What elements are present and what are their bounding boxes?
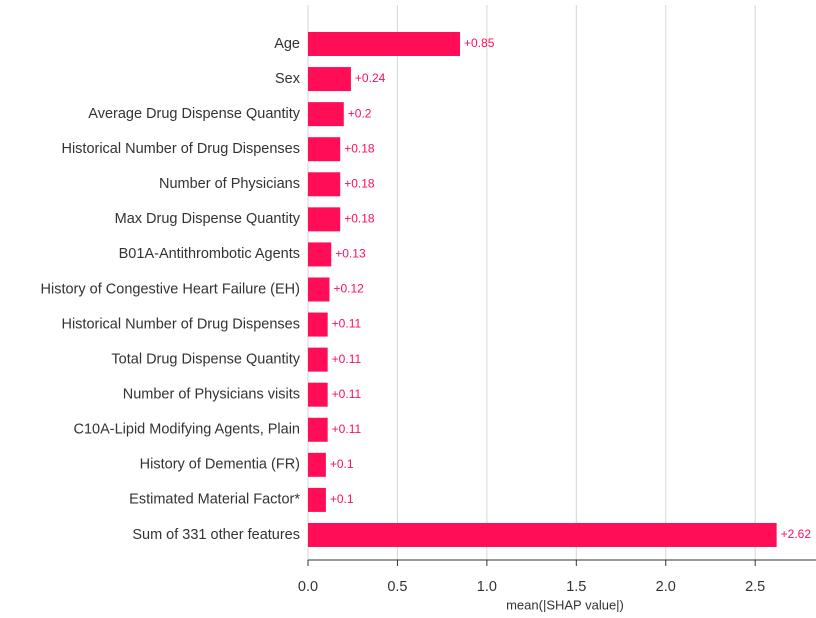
value-label: +2.62 xyxy=(781,527,812,541)
x-tick-label: 2.5 xyxy=(745,579,765,595)
y-tick-label: B01A-Antithrombotic Agents xyxy=(119,246,300,262)
value-label: +0.85 xyxy=(464,36,495,50)
value-label: +0.11 xyxy=(332,352,362,366)
x-tick-label: 1.5 xyxy=(566,579,586,595)
y-tick-label: Total Drug Dispense Quantity xyxy=(111,351,300,367)
x-tick-label: 2.0 xyxy=(656,579,676,595)
bar xyxy=(308,102,344,127)
x-tick-label: 1.0 xyxy=(477,579,497,595)
y-tick-label: Age xyxy=(274,36,300,52)
value-label: +0.24 xyxy=(355,71,386,85)
bar xyxy=(308,242,332,267)
bar xyxy=(308,137,341,162)
value-label: +0.18 xyxy=(344,212,375,226)
x-axis-label: mean(|SHAP value|) xyxy=(506,597,624,612)
bar xyxy=(308,417,328,442)
bar xyxy=(308,487,326,512)
value-label: +0.11 xyxy=(332,317,362,331)
value-label: +0.11 xyxy=(332,422,362,436)
y-tick-label: History of Dementia (FR) xyxy=(140,457,300,473)
bar xyxy=(308,312,328,337)
value-label: +0.13 xyxy=(335,247,366,261)
value-label: +0.18 xyxy=(344,141,375,155)
y-tick-label: Max Drug Dispense Quantity xyxy=(115,211,301,227)
bar xyxy=(308,32,461,56)
y-tick-label: Number of Physicians xyxy=(159,176,300,192)
y-tick-label: History of Congestive Heart Failure (EH) xyxy=(41,281,300,297)
bar xyxy=(308,67,351,92)
y-tick-label: Average Drug Dispense Quantity xyxy=(88,106,300,122)
x-tick-label: 0.0 xyxy=(298,579,318,595)
value-label: +0.2 xyxy=(348,106,372,120)
y-tick-label: Sex xyxy=(275,71,301,87)
value-label: +0.11 xyxy=(332,387,362,401)
bar xyxy=(308,452,326,477)
y-tick-label: Historical Number of Drug Dispenses xyxy=(61,316,300,332)
bar xyxy=(308,277,330,302)
bar xyxy=(308,207,341,232)
value-label: +0.1 xyxy=(330,457,354,471)
bar xyxy=(308,522,777,547)
y-tick-label: Estimated Material Factor* xyxy=(129,492,300,508)
value-label: +0.12 xyxy=(333,282,364,296)
bar xyxy=(308,347,328,372)
y-tick-label: Sum of 331 other features xyxy=(132,527,300,543)
bar xyxy=(308,382,328,407)
bar xyxy=(308,172,341,197)
y-tick-label: C10A-Lipid Modifying Agents, Plain xyxy=(74,422,301,438)
y-tick-label: Historical Number of Drug Dispenses xyxy=(61,141,300,157)
value-label: +0.18 xyxy=(344,176,375,190)
value-label: +0.1 xyxy=(330,492,354,506)
y-tick-label: Number of Physicians visits xyxy=(123,387,300,403)
x-tick-label: 0.5 xyxy=(387,579,407,595)
